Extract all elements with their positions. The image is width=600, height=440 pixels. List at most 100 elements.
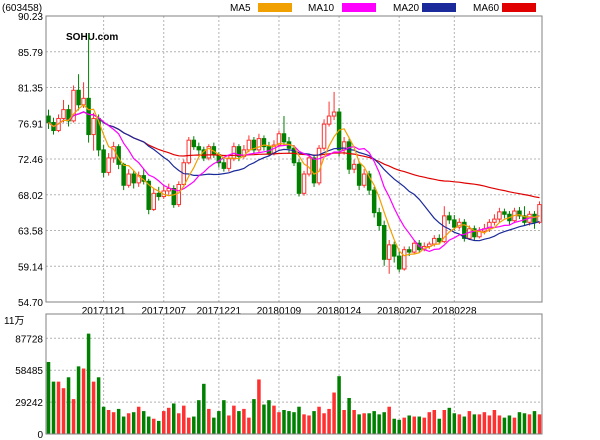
volume-bar — [512, 417, 517, 434]
volume-bar — [156, 420, 161, 434]
volume-bar — [397, 419, 401, 434]
volume-y-tick-label: 0 — [37, 430, 43, 440]
volume-bar — [407, 415, 411, 434]
candle-body — [437, 237, 442, 243]
price-x-tick-label: 20171207 — [141, 306, 186, 317]
candle-body — [91, 117, 96, 136]
volume-bar — [61, 388, 66, 434]
volume-bar — [442, 410, 447, 434]
price-x-tick-label: 20180109 — [257, 306, 302, 317]
volume-bar — [527, 414, 532, 434]
volume-bar — [482, 412, 487, 434]
candle-body — [311, 157, 317, 184]
candle-body — [467, 228, 472, 239]
volume-bar — [267, 400, 271, 434]
candle-body — [447, 215, 452, 221]
volume-bar — [412, 416, 416, 434]
candle-body — [391, 244, 397, 257]
volume-bar — [101, 406, 106, 434]
volume-bar — [76, 366, 81, 434]
volume-bar — [427, 412, 432, 434]
candle-body — [191, 139, 197, 148]
volume-frame — [45, 313, 543, 435]
volume-bar — [392, 418, 396, 434]
price-x-tick-labels: 20171121 20171207 20171221 20180109 20180124… — [82, 306, 477, 317]
volume-bar — [106, 410, 111, 434]
price-y-tick-label: 54.70 — [18, 298, 43, 309]
volume-bar — [197, 400, 201, 434]
watermark: SOHU.com — [66, 32, 118, 43]
volume-bar — [457, 414, 462, 434]
candle-body — [256, 138, 262, 151]
candle-body — [121, 163, 126, 186]
volume-bar — [292, 412, 296, 434]
volume-bar — [202, 383, 206, 434]
volume-y-tick-label: 29242 — [15, 398, 43, 409]
candle-body — [146, 180, 151, 210]
volume-y-tick-label: 58485 — [15, 366, 43, 377]
candle-body — [331, 111, 337, 117]
volume-bar — [282, 410, 286, 434]
volume-bar — [46, 362, 51, 434]
candle-body — [396, 255, 402, 270]
candle-body — [361, 173, 367, 186]
volume-bar — [522, 413, 527, 434]
volume-bar — [327, 408, 331, 434]
volume-bar — [86, 333, 91, 434]
volume-bar — [387, 406, 391, 434]
candle-body — [487, 221, 492, 230]
volume-bar — [277, 412, 281, 434]
volume-y-tick-label: 87728 — [15, 334, 43, 345]
ma5-line — [48, 103, 540, 257]
ma20-line — [48, 111, 540, 242]
legend-ma10-swatch — [342, 3, 376, 12]
legend-ma5-label: MA5 — [230, 3, 251, 14]
volume-bar — [212, 417, 216, 434]
candle-body — [81, 97, 86, 106]
candle-body — [206, 146, 212, 159]
volume-bar — [232, 405, 236, 434]
volume-bar — [372, 411, 376, 434]
price-x-tick-label: 20171221 — [197, 306, 242, 317]
volume-bar — [472, 414, 477, 434]
volume-bar — [422, 417, 427, 434]
candle-body — [326, 115, 332, 125]
volume-bar — [287, 411, 291, 434]
candle-body — [356, 163, 362, 186]
volume-bar — [161, 411, 166, 434]
price-y-tick-label: 85.79 — [18, 48, 43, 59]
candle-body — [517, 210, 522, 217]
volume-bar — [507, 415, 512, 434]
candle-body — [221, 162, 227, 169]
volume-bar — [352, 410, 356, 434]
volume-grid — [46, 337, 542, 403]
price-y-tick-label: 76.91 — [18, 119, 43, 130]
candle-body — [151, 192, 156, 210]
candle-body — [462, 221, 467, 239]
volume-bar — [497, 415, 502, 434]
volume-bar — [332, 392, 336, 434]
candle-body — [276, 133, 282, 146]
volume-bar — [502, 417, 507, 434]
volume-bar — [166, 407, 171, 434]
candlestick-series — [46, 33, 542, 274]
volume-bar — [141, 411, 146, 434]
price-y-tick-label: 68.02 — [18, 191, 43, 202]
volume-bar — [307, 415, 311, 434]
candle-body — [381, 225, 387, 260]
volume-bar — [257, 379, 261, 434]
candle-body — [301, 173, 307, 194]
volume-bar — [111, 412, 116, 434]
volume-bar-series — [46, 333, 542, 434]
candle-body — [186, 139, 192, 164]
candle-body — [537, 204, 542, 223]
volume-bar — [477, 414, 482, 434]
watermark-text: SOHU.com — [66, 32, 118, 43]
volume-bar — [252, 399, 256, 434]
candle-body — [261, 138, 267, 148]
price-y-tick-labels: 90.23 85.79 81.35 76.91 72.46 68.02 63.58 59.14… — [18, 12, 43, 309]
volume-bar — [242, 408, 246, 434]
moving-average-lines — [48, 103, 540, 257]
volume-bar — [96, 377, 101, 434]
